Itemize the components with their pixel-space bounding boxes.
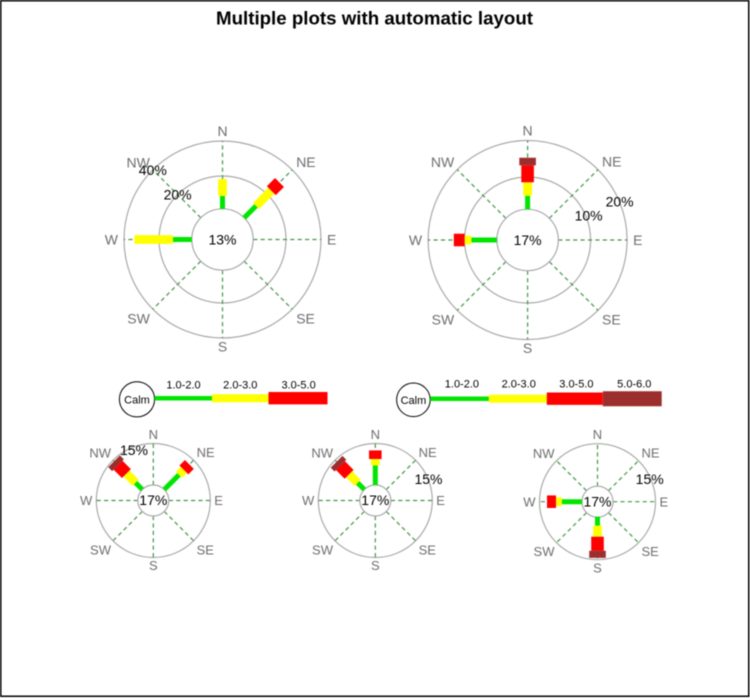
svg-text:1.0-2.0: 1.0-2.0 bbox=[445, 378, 479, 390]
svg-text:SW: SW bbox=[127, 310, 150, 326]
svg-text:E: E bbox=[214, 493, 223, 508]
svg-text:W: W bbox=[105, 232, 119, 248]
svg-text:5.0-6.0: 5.0-6.0 bbox=[617, 378, 651, 390]
svg-text:N: N bbox=[217, 123, 227, 139]
svg-text:W: W bbox=[523, 494, 536, 509]
svg-text:2.0-3.0: 2.0-3.0 bbox=[502, 378, 536, 390]
svg-text:20%: 20% bbox=[606, 194, 634, 210]
svg-text:1.0-2.0: 1.0-2.0 bbox=[166, 380, 200, 392]
svg-text:E: E bbox=[436, 493, 445, 508]
svg-text:Calm: Calm bbox=[124, 394, 150, 406]
svg-text:NW: NW bbox=[126, 154, 150, 170]
svg-text:15%: 15% bbox=[636, 471, 664, 487]
svg-text:N: N bbox=[371, 427, 380, 442]
svg-text:3.0-5.0: 3.0-5.0 bbox=[281, 380, 315, 392]
svg-text:W: W bbox=[80, 493, 93, 508]
svg-text:N: N bbox=[523, 123, 533, 139]
svg-text:SE: SE bbox=[642, 544, 660, 559]
svg-text:SE: SE bbox=[197, 542, 215, 557]
svg-text:NE: NE bbox=[602, 154, 621, 170]
svg-text:SW: SW bbox=[312, 542, 334, 557]
svg-text:E: E bbox=[633, 232, 642, 248]
svg-text:NW: NW bbox=[431, 154, 455, 170]
svg-text:N: N bbox=[593, 427, 602, 442]
svg-text:S: S bbox=[593, 560, 602, 575]
svg-text:E: E bbox=[327, 232, 336, 248]
svg-text:SE: SE bbox=[296, 310, 315, 326]
svg-text:15%: 15% bbox=[120, 442, 148, 458]
svg-text:SW: SW bbox=[432, 312, 455, 328]
svg-text:S: S bbox=[149, 558, 158, 573]
svg-text:3.0-5.0: 3.0-5.0 bbox=[559, 378, 593, 390]
svg-text:E: E bbox=[660, 494, 669, 509]
svg-text:2.0-3.0: 2.0-3.0 bbox=[223, 380, 257, 392]
svg-text:NW: NW bbox=[311, 446, 333, 461]
svg-text:Calm: Calm bbox=[401, 395, 427, 407]
svg-text:SE: SE bbox=[419, 542, 437, 557]
svg-text:SE: SE bbox=[602, 312, 621, 328]
svg-text:17%: 17% bbox=[361, 492, 389, 508]
svg-text:S: S bbox=[371, 558, 380, 573]
svg-text:15%: 15% bbox=[414, 471, 442, 487]
svg-text:NE: NE bbox=[197, 445, 215, 460]
svg-text:40%: 40% bbox=[139, 162, 167, 178]
svg-text:Multiple plots with automatic: Multiple plots with automatic layout bbox=[216, 9, 533, 29]
svg-text:20%: 20% bbox=[164, 187, 192, 203]
svg-text:SW: SW bbox=[90, 542, 112, 557]
svg-text:W: W bbox=[302, 493, 315, 508]
svg-text:NE: NE bbox=[296, 154, 315, 170]
svg-text:17%: 17% bbox=[514, 232, 542, 248]
svg-text:S: S bbox=[218, 339, 227, 355]
svg-text:S: S bbox=[523, 340, 532, 356]
svg-text:10%: 10% bbox=[575, 207, 603, 223]
svg-text:NE: NE bbox=[419, 445, 437, 460]
svg-text:17%: 17% bbox=[583, 493, 611, 509]
svg-text:17%: 17% bbox=[139, 492, 167, 508]
svg-text:W: W bbox=[409, 232, 423, 248]
svg-text:SW: SW bbox=[534, 544, 556, 559]
svg-text:NW: NW bbox=[533, 446, 555, 461]
svg-text:13%: 13% bbox=[208, 232, 236, 248]
svg-text:NE: NE bbox=[642, 446, 660, 461]
svg-text:NW: NW bbox=[89, 446, 111, 461]
svg-text:N: N bbox=[149, 427, 158, 442]
